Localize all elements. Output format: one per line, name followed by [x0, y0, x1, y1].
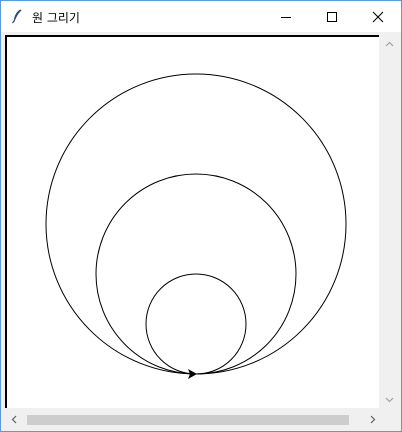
chevron-left-icon [11, 415, 16, 424]
scroll-down-button[interactable] [381, 391, 398, 408]
minimize-button[interactable] [263, 1, 309, 32]
window-title: 원 그리기 [32, 11, 80, 25]
title-bar[interactable]: 원 그리기 [1, 1, 401, 32]
horizontal-scrollbar[interactable] [5, 411, 381, 428]
minimize-icon [281, 16, 291, 18]
scroll-thumb[interactable] [27, 415, 349, 425]
turtle-drawing [45, 73, 347, 379]
chevron-right-icon [370, 415, 375, 424]
maximize-icon [327, 11, 337, 22]
chevron-up-icon [385, 41, 394, 46]
close-button[interactable] [355, 1, 401, 32]
large-circle [45, 73, 347, 375]
arrow-cursor-icon [188, 369, 197, 379]
small-circle [145, 273, 247, 375]
maximize-button[interactable] [309, 1, 355, 32]
scroll-right-button[interactable] [364, 411, 381, 428]
close-icon [372, 11, 384, 22]
vertical-scrollbar[interactable] [381, 35, 398, 408]
scrollbar-corner [381, 411, 398, 428]
drawing-canvas[interactable] [5, 35, 379, 408]
scroll-up-button[interactable] [381, 35, 398, 52]
chevron-down-icon [385, 397, 394, 402]
feather-icon [11, 9, 22, 24]
scroll-left-button[interactable] [5, 411, 22, 428]
